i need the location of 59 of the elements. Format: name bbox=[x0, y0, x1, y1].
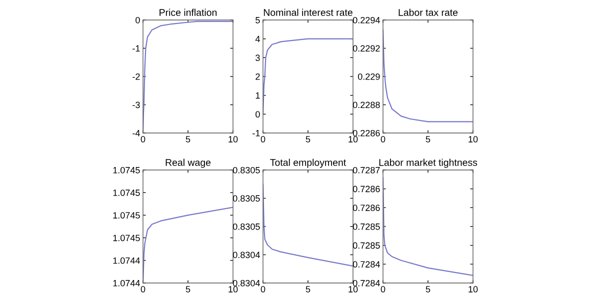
chart-title: Labor market tightness bbox=[379, 158, 478, 168]
y-tick-label: -1 bbox=[132, 45, 140, 52]
x-tick-label: 10 bbox=[348, 136, 358, 142]
x-tick-label: 5 bbox=[186, 286, 190, 292]
y-tick-label: 1 bbox=[256, 92, 260, 99]
y-tick-label: -2 bbox=[132, 73, 140, 80]
y-tick-label: 0.2286 bbox=[352, 130, 380, 136]
y-tick-label: 0.8305 bbox=[232, 223, 260, 230]
y-tick-label: 0.8305 bbox=[232, 195, 260, 202]
chart-title: Price inflation bbox=[160, 8, 217, 16]
x-tick-label: 0 bbox=[380, 286, 386, 292]
y-tick-label: 0.7286 bbox=[352, 204, 380, 212]
x-tick-label: 0 bbox=[140, 136, 146, 142]
y-tick-label: 0 bbox=[136, 16, 140, 24]
y-tick-label: 0.7286 bbox=[352, 186, 380, 192]
y-tick-label: 0.7284 bbox=[352, 261, 380, 268]
x-tick-label: 10 bbox=[468, 286, 478, 292]
y-tick-label: 0.8304 bbox=[232, 252, 260, 258]
y-tick-label: 5 bbox=[256, 17, 260, 24]
x-tick-label: 5 bbox=[306, 136, 310, 142]
chart-title: Real wage bbox=[166, 158, 211, 168]
x-tick-label: 5 bbox=[306, 286, 310, 292]
x-tick-label: 0 bbox=[140, 286, 146, 292]
y-tick-label: 1.0744 bbox=[113, 280, 140, 286]
y-tick-label: 1.0745 bbox=[113, 190, 140, 196]
x-tick-label: 5 bbox=[426, 286, 430, 292]
chart-title: Labor tax rate bbox=[398, 8, 458, 16]
y-tick-label: 0.8305 bbox=[232, 166, 260, 174]
y-tick-label: 0.2288 bbox=[352, 102, 380, 108]
y-tick-label: -1 bbox=[252, 130, 260, 136]
x-tick-label: 10 bbox=[228, 286, 238, 292]
y-tick-label: 0.7287 bbox=[352, 166, 380, 174]
y-tick-label: 3 bbox=[256, 54, 260, 62]
x-tick-label: 0 bbox=[380, 136, 386, 142]
x-tick-label: 5 bbox=[186, 136, 190, 142]
y-tick-label: 0.7285 bbox=[352, 242, 380, 249]
y-tick-label: 1.0745 bbox=[113, 166, 140, 174]
y-tick-label: 1.0745 bbox=[113, 234, 140, 242]
y-tick-label: 0.229 bbox=[358, 73, 380, 80]
x-tick-label: 0 bbox=[260, 136, 266, 142]
y-tick-label: 4 bbox=[255, 36, 260, 42]
y-tick-label: 1.0745 bbox=[113, 212, 140, 219]
y-tick-label: 0 bbox=[256, 111, 260, 118]
y-tick-label: -3 bbox=[132, 102, 140, 108]
y-tick-label: 0.8304 bbox=[232, 280, 260, 286]
y-tick-label: -4 bbox=[132, 130, 140, 136]
chart-title: Total employment bbox=[270, 158, 346, 168]
x-tick-label: 5 bbox=[426, 136, 430, 142]
x-tick-label: 0 bbox=[260, 286, 266, 292]
y-tick-label: 2 bbox=[256, 73, 260, 80]
y-tick-label: 0.7285 bbox=[352, 223, 380, 230]
x-tick-label: 10 bbox=[468, 136, 478, 142]
chart-title: Nominal interest rate bbox=[264, 8, 352, 16]
y-tick-label: 1.0744 bbox=[113, 257, 140, 264]
x-tick-label: 10 bbox=[348, 286, 358, 292]
y-tick-label: 0.7284 bbox=[352, 280, 380, 286]
y-tick-label: 0.2292 bbox=[352, 45, 380, 52]
y-tick-label: 0.2294 bbox=[352, 16, 380, 24]
x-tick-label: 10 bbox=[228, 136, 238, 142]
